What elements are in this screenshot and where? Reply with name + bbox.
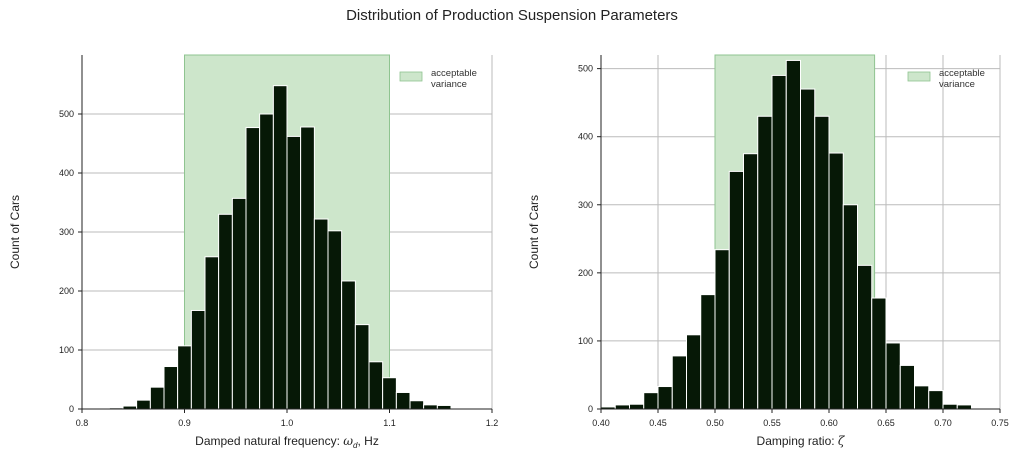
x-tick-label: 1.2 <box>486 418 499 428</box>
legend-label: acceptable variance <box>431 68 477 90</box>
histogram-bar <box>259 113 274 410</box>
x-tick-label: 0.70 <box>934 418 952 428</box>
histogram-bar <box>743 153 759 410</box>
figure-title: Distribution of Production Suspension Pa… <box>346 7 678 24</box>
histogram-bar <box>136 399 151 410</box>
histogram-bar <box>828 152 844 410</box>
histogram-bar <box>643 392 659 410</box>
histogram-bar <box>814 115 830 410</box>
histogram-bar <box>177 345 192 410</box>
histogram-bar <box>928 390 944 410</box>
histogram-bar <box>714 249 730 410</box>
histogram-bar <box>871 297 887 410</box>
histogram-bar <box>800 88 816 410</box>
histogram-bar <box>368 361 384 410</box>
x-tick-label: 0.45 <box>649 418 667 428</box>
histogram-bar <box>382 377 397 410</box>
histogram-bar <box>354 324 370 410</box>
histogram-bar <box>218 213 233 410</box>
y-tick-label: 300 <box>578 200 593 210</box>
histogram-bar <box>149 386 165 410</box>
histogram-bar <box>671 355 687 410</box>
x-tick-label: 0.65 <box>877 418 895 428</box>
histogram-bar <box>190 309 206 410</box>
y-tick-label: 200 <box>578 268 593 278</box>
histogram-bar <box>395 391 411 410</box>
histogram-bar <box>423 404 438 410</box>
x-axis-label: Damped natural frequency: ωd, Hz <box>195 434 379 450</box>
histogram-bar <box>785 59 801 410</box>
y-tick-label: 500 <box>59 109 74 119</box>
histogram-bar <box>899 364 915 410</box>
x-tick-label: 1.1 <box>383 418 396 428</box>
histogram-bar <box>885 342 901 410</box>
histogram-bar <box>629 403 645 410</box>
y-tick-label: 100 <box>59 345 74 355</box>
x-tick-label: 0.75 <box>991 418 1009 428</box>
histogram-bar <box>245 127 261 410</box>
histogram-bar <box>341 280 356 410</box>
y-tick-label: 0 <box>69 404 74 414</box>
histogram-bar <box>286 135 302 410</box>
histogram-frequency: 0.8 0.9 1.0 1.1 1.2 0 100 200 300 400 500 Count of … <box>8 54 499 450</box>
legend-swatch <box>907 71 931 82</box>
legend-label: acceptable variance <box>939 68 985 90</box>
legend-swatch <box>399 71 423 82</box>
histogram-bar <box>700 294 716 410</box>
histogram-bar <box>409 400 425 410</box>
histogram-bar <box>728 170 744 410</box>
x-tick-label: 0.60 <box>820 418 838 428</box>
histogram-bar <box>757 115 773 410</box>
histogram-bar <box>956 404 972 410</box>
histogram-bar <box>614 404 630 410</box>
y-axis-label: Count of Cars <box>8 195 22 269</box>
x-axis-label: Damping ratio: ζ <box>757 434 846 448</box>
y-tick-label: 100 <box>578 336 593 346</box>
y-tick-label: 0 <box>588 404 593 414</box>
x-tick-label: 0.9 <box>178 418 191 428</box>
y-tick-label: 200 <box>59 286 74 296</box>
histogram-bar <box>272 85 288 410</box>
y-tick-label: 500 <box>578 64 593 74</box>
histogram-bar <box>204 256 220 410</box>
histogram-bar <box>313 218 329 410</box>
histogram-damping-ratio: 0.40 0.45 0.50 0.55 0.60 0.65 0.70 0.75 0 100 200 3… <box>527 54 1009 448</box>
histogram-bar <box>231 197 247 410</box>
histogram-bar <box>771 74 787 410</box>
histogram-bar <box>942 403 958 410</box>
histogram-bar <box>857 264 873 410</box>
y-tick-label: 400 <box>59 168 74 178</box>
y-tick-label: 400 <box>578 132 593 142</box>
x-tick-label: 0.50 <box>706 418 724 428</box>
histogram-bar <box>436 404 452 410</box>
histogram-bar <box>842 204 858 410</box>
y-axis-label: Count of Cars <box>527 195 541 269</box>
histogram-bar <box>327 230 343 410</box>
histogram-bar <box>163 366 179 410</box>
histogram-bar <box>300 126 315 410</box>
x-tick-label: 1.0 <box>281 418 294 428</box>
x-tick-label: 0.40 <box>592 418 610 428</box>
x-tick-label: 0.8 <box>76 418 89 428</box>
x-tick-label: 0.55 <box>763 418 781 428</box>
histogram-bar <box>657 386 673 410</box>
y-tick-label: 300 <box>59 227 74 237</box>
histogram-bar <box>914 385 930 410</box>
histogram-bar <box>686 334 702 410</box>
